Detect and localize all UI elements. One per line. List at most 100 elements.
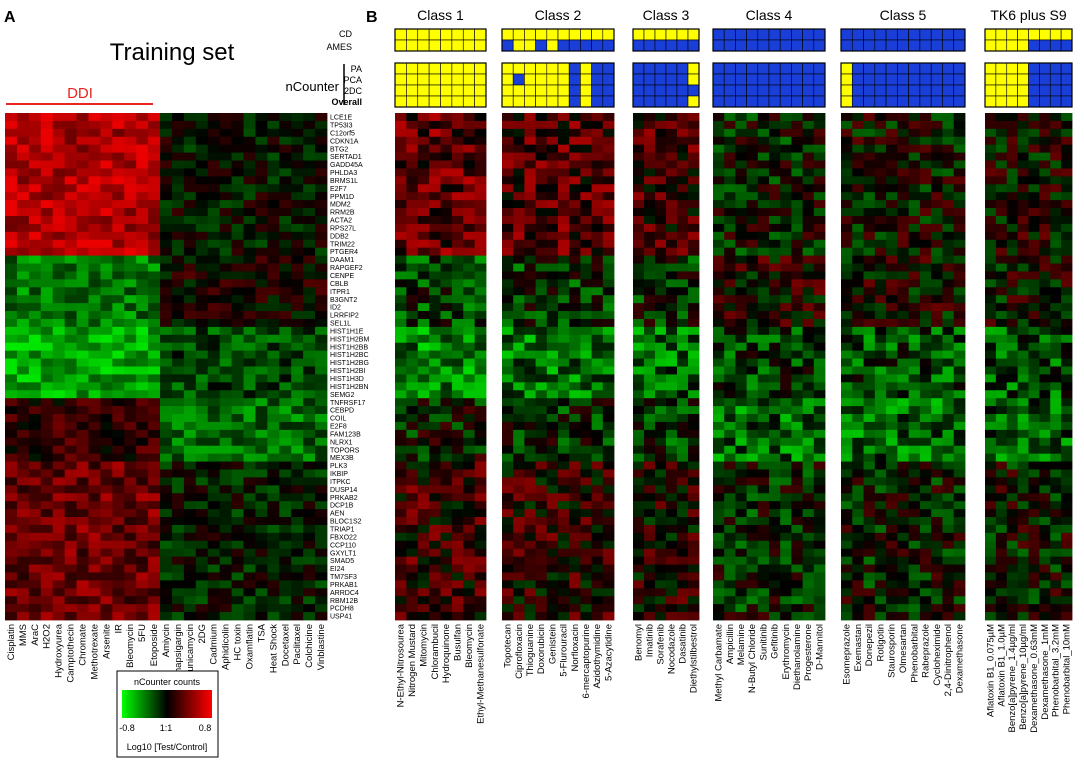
heatmap-cell (919, 477, 932, 486)
heatmap-cell (644, 287, 656, 296)
legend-gradient (122, 690, 212, 718)
heatmap-cell (713, 572, 725, 581)
heatmap-cell (243, 311, 256, 320)
heatmap-cell (602, 350, 615, 359)
heatmap-cell (688, 350, 700, 359)
heatmap-cell (813, 350, 826, 359)
heatmap-cell (88, 374, 101, 383)
heatmap-cell (513, 421, 525, 431)
heatmap-cell (88, 334, 101, 344)
heatmap-cell (802, 358, 815, 367)
heatmap-cell (852, 445, 864, 455)
heatmap-cell (802, 192, 815, 201)
heatmap-cell (524, 596, 536, 605)
heatmap-cell (429, 524, 441, 534)
heatmap-cell (112, 279, 125, 288)
heatmap-cell (171, 113, 185, 122)
heatmap-cell (633, 414, 645, 423)
heatmap-cell (219, 390, 232, 399)
heatmap-cell (160, 509, 173, 518)
heatmap-cell (802, 540, 815, 550)
heatmap-cell (291, 524, 304, 534)
heatmap-cell (931, 398, 943, 407)
heatmap-cell (919, 152, 932, 161)
heatmap-cell (852, 271, 864, 280)
heatmap-cell (136, 390, 149, 399)
heatmap-cell (942, 485, 955, 494)
heatmap-cell (417, 271, 430, 280)
call-cell (451, 73, 464, 86)
heatmap-cell (546, 120, 559, 130)
heatmap-cell (580, 247, 592, 256)
heatmap-cell (183, 255, 197, 264)
heatmap-cell (279, 200, 292, 209)
heatmap-cell (802, 113, 815, 122)
heatmap-cell (5, 136, 18, 146)
heatmap-cell (919, 453, 932, 462)
call-cell (591, 95, 604, 108)
heatmap-cell (100, 414, 113, 423)
heatmap-cell (580, 485, 592, 494)
heatmap-cell (502, 556, 514, 565)
heatmap-cell (183, 398, 197, 407)
heatmap-cell (633, 295, 645, 304)
heatmap-cell (440, 358, 453, 367)
heatmap-cell (52, 184, 66, 193)
heatmap-cell (291, 128, 304, 138)
heatmap-cell (735, 334, 747, 344)
heatmap-cell (255, 445, 268, 455)
heatmap-cell (558, 208, 570, 217)
heatmap-cell (148, 239, 161, 249)
heatmap-cell (219, 540, 232, 550)
heatmap-cell (255, 390, 268, 399)
compound-label: Diethanolamine (792, 624, 803, 690)
heatmap-cell (406, 168, 419, 177)
heatmap-cell (591, 374, 604, 383)
heatmap-cell (40, 532, 54, 542)
heatmap-cell (602, 192, 615, 201)
heatmap-cell (440, 326, 453, 336)
heatmap-cell (88, 564, 101, 573)
heatmap-cell (76, 390, 89, 399)
heatmap-cell (440, 120, 453, 130)
call-cell (557, 73, 570, 86)
heatmap-cell (677, 334, 689, 344)
heatmap-cell (602, 168, 615, 177)
heatmap-cell (219, 326, 232, 336)
heatmap-cell (769, 136, 781, 146)
heatmap-cell (183, 136, 197, 146)
heatmap-cell (841, 548, 853, 558)
heatmap-cell (52, 572, 66, 581)
heatmap-cell (780, 548, 792, 558)
heatmap-cell (524, 184, 536, 193)
heatmap-cell (724, 239, 736, 249)
heatmap-cell (64, 295, 77, 304)
heatmap-cell (580, 501, 592, 510)
heatmap-cell (677, 406, 689, 415)
heatmap-cell (207, 604, 221, 613)
heatmap-cell (417, 548, 430, 558)
heatmap-cell (535, 136, 548, 146)
heatmap-cell (124, 477, 137, 486)
heatmap-cell (633, 223, 645, 233)
heatmap-cell (429, 311, 441, 320)
heatmap-cell (417, 231, 430, 241)
heatmap-cell (919, 247, 932, 256)
heatmap-cell (713, 580, 725, 589)
heatmap-cell (64, 580, 77, 589)
heatmap-cell (406, 604, 419, 613)
heatmap-cell (569, 311, 581, 320)
heatmap-cell (886, 564, 898, 573)
heatmap-cell (52, 215, 66, 225)
heatmap-cell (546, 524, 559, 534)
heatmap-cell (677, 429, 689, 439)
heatmap-cell (303, 572, 316, 581)
heatmap-cell (160, 295, 173, 304)
heatmap-cell (931, 239, 943, 249)
heatmap-cell (757, 318, 770, 328)
heatmap-cell (395, 255, 407, 264)
heatmap-cell (677, 437, 689, 447)
heatmap-cell (231, 461, 244, 470)
compound-label: Thioguanine (525, 624, 536, 676)
heatmap-cell (231, 303, 244, 312)
